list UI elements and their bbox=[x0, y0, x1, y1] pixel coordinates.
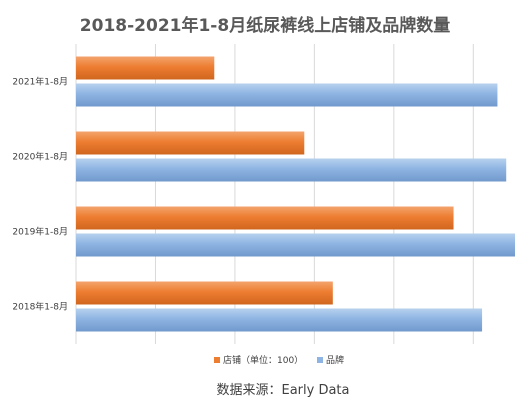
legend-swatch bbox=[214, 357, 220, 363]
category-label: 2020年1-8月 bbox=[12, 151, 68, 163]
category-label: 2018年1-8月 bbox=[12, 301, 68, 313]
legend-label: 店铺（单位：100） bbox=[223, 354, 303, 366]
bar-store-1 bbox=[76, 131, 305, 155]
legend: 店铺（单位：100） 品牌 bbox=[214, 354, 344, 366]
bar-store-0 bbox=[76, 56, 215, 80]
bar-brand-0 bbox=[76, 83, 498, 107]
legend-swatch bbox=[317, 357, 323, 363]
legend-label: 品牌 bbox=[326, 354, 344, 366]
category-label: 2021年1-8月 bbox=[12, 76, 68, 88]
chart-title: 2018-2021年1-8月纸尿裤线上店铺及品牌数量 bbox=[80, 15, 450, 36]
bar-store-3 bbox=[76, 281, 333, 305]
bar-store-2 bbox=[76, 206, 454, 230]
bar-brand-3 bbox=[76, 308, 483, 332]
category-label: 2019年1-8月 bbox=[12, 226, 68, 238]
bar-brand-1 bbox=[76, 158, 507, 182]
category-labels: 2021年1-8月 2020年1-8月 2019年1-8月 2018年1-8月 bbox=[12, 76, 68, 313]
bars bbox=[76, 56, 515, 332]
bar-brand-2 bbox=[76, 233, 515, 257]
source-note: 数据来源：Early Data bbox=[216, 383, 349, 398]
